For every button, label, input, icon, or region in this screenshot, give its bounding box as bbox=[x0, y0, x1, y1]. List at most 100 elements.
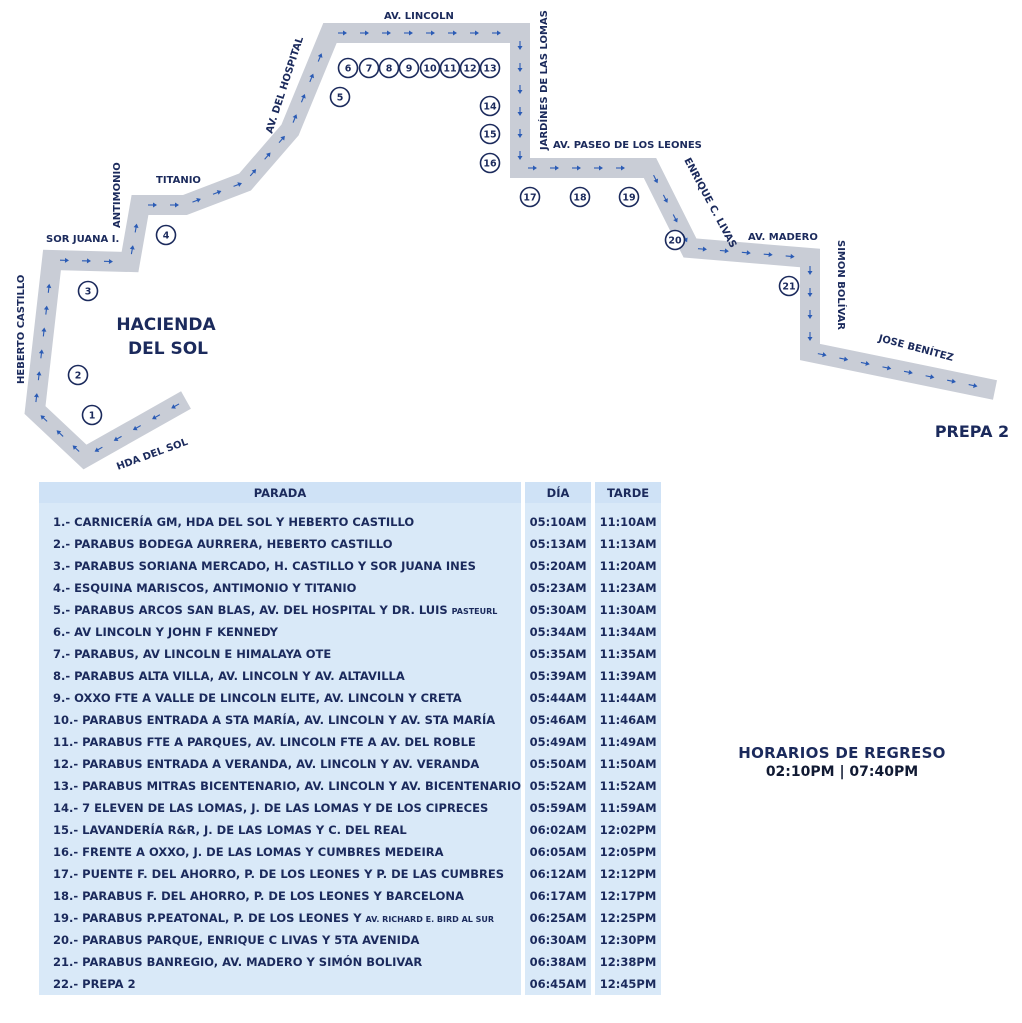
day-time-cell: 05:50AM bbox=[525, 753, 592, 775]
stop-name: 2.- PARABUS BODEGA AURRERA, HEBERTO CAST… bbox=[53, 537, 393, 551]
street-label-titanio: TITANIO bbox=[156, 175, 201, 186]
table-row: 2.- PARABUS BODEGA AURRERA, HEBERTO CAST… bbox=[39, 533, 662, 555]
direction-arrow-head bbox=[113, 436, 119, 442]
stop-marker: 16 bbox=[479, 152, 501, 174]
stop-marker-number: 19 bbox=[622, 193, 635, 204]
direction-arrow-head bbox=[40, 415, 46, 420]
stop-marker-circle bbox=[479, 57, 501, 79]
stop-name: 17.- PUENTE F. DEL AHORRO, P. DE LOS LEO… bbox=[53, 867, 504, 881]
day-time-cell: 05:20AM bbox=[525, 555, 592, 577]
stop-name-cell: 6.- AV LINCOLN Y JOHN F KENNEDY bbox=[39, 621, 522, 643]
stop-name: 18.- PARABUS F. DEL AHORRO, P. DE LOS LE… bbox=[53, 889, 464, 903]
day-time-cell: 05:10AM bbox=[525, 511, 592, 533]
stop-name: 12.- PARABUS ENTRADA A VERANDA, AV. LINC… bbox=[53, 757, 480, 771]
return-schedule: HORARIOS DE REGRESO 02:10PM | 07:40PM bbox=[712, 744, 972, 780]
stop-marker-circle bbox=[439, 57, 461, 79]
stop-name: 15.- LAVANDERÍA R&R, J. DE LAS LOMAS Y C… bbox=[53, 823, 407, 837]
stop-name: 22.- PREPA 2 bbox=[53, 977, 136, 991]
stop-marker-number: 8 bbox=[386, 64, 393, 75]
stop-marker: 4 bbox=[155, 224, 177, 246]
stop-marker: 13 bbox=[479, 57, 501, 79]
stop-name: 20.- PARABUS PARQUE, ENRIQUE C LIVAS Y 5… bbox=[53, 933, 420, 947]
direction-arrow-head bbox=[517, 90, 523, 94]
stop-name: 8.- PARABUS ALTA VILLA, AV. LINCOLN Y AV… bbox=[53, 669, 405, 683]
table-row: 6.- AV LINCOLN Y JOHN F KENNEDY 05:34AM 11… bbox=[39, 621, 662, 643]
stop-marker: 6 bbox=[337, 57, 359, 79]
header-parada: PARADA bbox=[39, 482, 522, 503]
day-time-cell: 06:12AM bbox=[525, 863, 592, 885]
direction-arrow-head bbox=[129, 245, 135, 250]
stop-name: 7.- PARABUS, AV LINCOLN E HIMALAYA OTE bbox=[53, 647, 332, 661]
direction-arrow-head bbox=[724, 248, 729, 254]
stop-name-cell: 19.- PARABUS P.PEATONAL, P. DE LOS LEONE… bbox=[39, 907, 522, 929]
direction-arrow-head bbox=[38, 349, 44, 354]
direction-arrow-head bbox=[517, 112, 523, 116]
direction-arrow-head bbox=[431, 30, 435, 36]
stop-marker: 8 bbox=[378, 57, 400, 79]
header-dia: DÍA bbox=[525, 482, 592, 503]
stop-marker-circle bbox=[479, 152, 501, 174]
afternoon-time-cell: 11:34AM bbox=[595, 621, 662, 643]
stop-name: 16.- FRENTE A OXXO, J. DE LAS LOMAS Y CU… bbox=[53, 845, 444, 859]
stop-name-cell: 12.- PARABUS ENTRADA A VERANDA, AV. LINC… bbox=[39, 753, 522, 775]
direction-arrow-head bbox=[171, 404, 176, 409]
street-label-av-paseo-de-los-leones: AV. PASEO DE LOS LEONES bbox=[553, 140, 702, 151]
stop-marker-number: 17 bbox=[523, 193, 536, 204]
direction-arrow-head bbox=[237, 182, 242, 187]
afternoon-time-cell: 11:30AM bbox=[595, 599, 662, 621]
table-row: 10.- PARABUS ENTRADA A STA MARÍA, AV. LI… bbox=[39, 709, 662, 731]
afternoon-time-cell: 11:13AM bbox=[595, 533, 662, 555]
direction-arrow-head bbox=[807, 271, 813, 275]
afternoon-time-cell: 11:59AM bbox=[595, 797, 662, 819]
stop-marker-circle bbox=[77, 280, 99, 302]
stop-marker-circle bbox=[67, 364, 89, 386]
stop-marker-number: 7 bbox=[366, 64, 373, 75]
direction-arrow-head bbox=[365, 30, 369, 36]
direction-arrow-head bbox=[153, 202, 157, 208]
stop-marker-circle bbox=[337, 57, 359, 79]
street-label-jardines-de-las-lomas: JARDÍNES DE LAS LOMAS bbox=[537, 10, 550, 151]
stop-name: 1.- CARNICERÍA GM, HDA DEL SOL Y HEBERTO… bbox=[53, 515, 415, 529]
stop-marker: 15 bbox=[479, 123, 501, 145]
afternoon-time-cell: 12:30PM bbox=[595, 929, 662, 951]
table-row: 19.- PARABUS P.PEATONAL, P. DE LOS LEONE… bbox=[39, 907, 662, 929]
stop-name: 5.- PARABUS ARCOS SAN BLAS, AV. DEL HOSP… bbox=[53, 603, 452, 617]
return-schedule-title: HORARIOS DE REGRESO bbox=[738, 744, 946, 762]
direction-arrow-head bbox=[216, 190, 222, 195]
stop-marker-number: 3 bbox=[85, 287, 92, 298]
stop-marker-number: 9 bbox=[406, 64, 413, 75]
table-row: 12.- PARABUS ENTRADA A VERANDA, AV. LINC… bbox=[39, 753, 662, 775]
day-time-cell: 05:46AM bbox=[525, 709, 592, 731]
direction-arrow-head bbox=[41, 327, 47, 332]
stop-name: 13.- PARABUS MITRAS BICENTENARIO, AV. LI… bbox=[53, 779, 522, 793]
direction-arrow-head bbox=[973, 383, 978, 389]
direction-arrow-head bbox=[517, 156, 523, 160]
stop-name-detail: AV. RICHARD E. BIRD AL SUR bbox=[365, 915, 495, 924]
stop-name: 14.- 7 ELEVEN DE LAS LOMAS, J. DE LAS LO… bbox=[53, 801, 489, 815]
stop-marker: 17 bbox=[519, 186, 541, 208]
stop-marker-number: 10 bbox=[423, 64, 437, 75]
direction-arrow-head bbox=[46, 283, 52, 289]
direction-arrow-head bbox=[43, 305, 49, 310]
direction-arrow-head bbox=[683, 237, 688, 243]
stop-marker-number: 1 bbox=[89, 411, 96, 422]
day-time-cell: 05:39AM bbox=[525, 665, 592, 687]
schedule-header-row: PARADA DÍA TARDE bbox=[39, 482, 662, 503]
schedule-body: 1.- CARNICERÍA GM, HDA DEL SOL Y HEBERTO… bbox=[39, 503, 662, 995]
stop-marker-circle bbox=[419, 57, 441, 79]
direction-arrow-head bbox=[533, 165, 537, 171]
stop-marker-circle bbox=[398, 57, 420, 79]
direction-arrow-head bbox=[33, 393, 39, 398]
direction-arrow-head bbox=[409, 30, 413, 36]
place-label-hacienda: HACIENDA bbox=[116, 315, 216, 335]
route-map: HDA DEL SOL HEBERTO CASTILLO SOR JUANA I… bbox=[16, 10, 1009, 470]
afternoon-time-cell: 11:39AM bbox=[595, 665, 662, 687]
direction-arrow-head bbox=[56, 430, 62, 435]
stop-name-cell: 16.- FRENTE A OXXO, J. DE LAS LOMAS Y CU… bbox=[39, 841, 522, 863]
stop-marker-circle bbox=[358, 57, 380, 79]
table-row: 22.- PREPA 2 06:45AM 12:45PM bbox=[39, 973, 662, 995]
destination-label: PREPA 2 bbox=[935, 422, 1009, 441]
stop-name-cell: 11.- PARABUS FTE A PARQUES, AV. LINCOLN … bbox=[39, 731, 522, 753]
afternoon-time-cell: 11:52AM bbox=[595, 775, 662, 797]
stop-marker-circle bbox=[664, 229, 686, 251]
